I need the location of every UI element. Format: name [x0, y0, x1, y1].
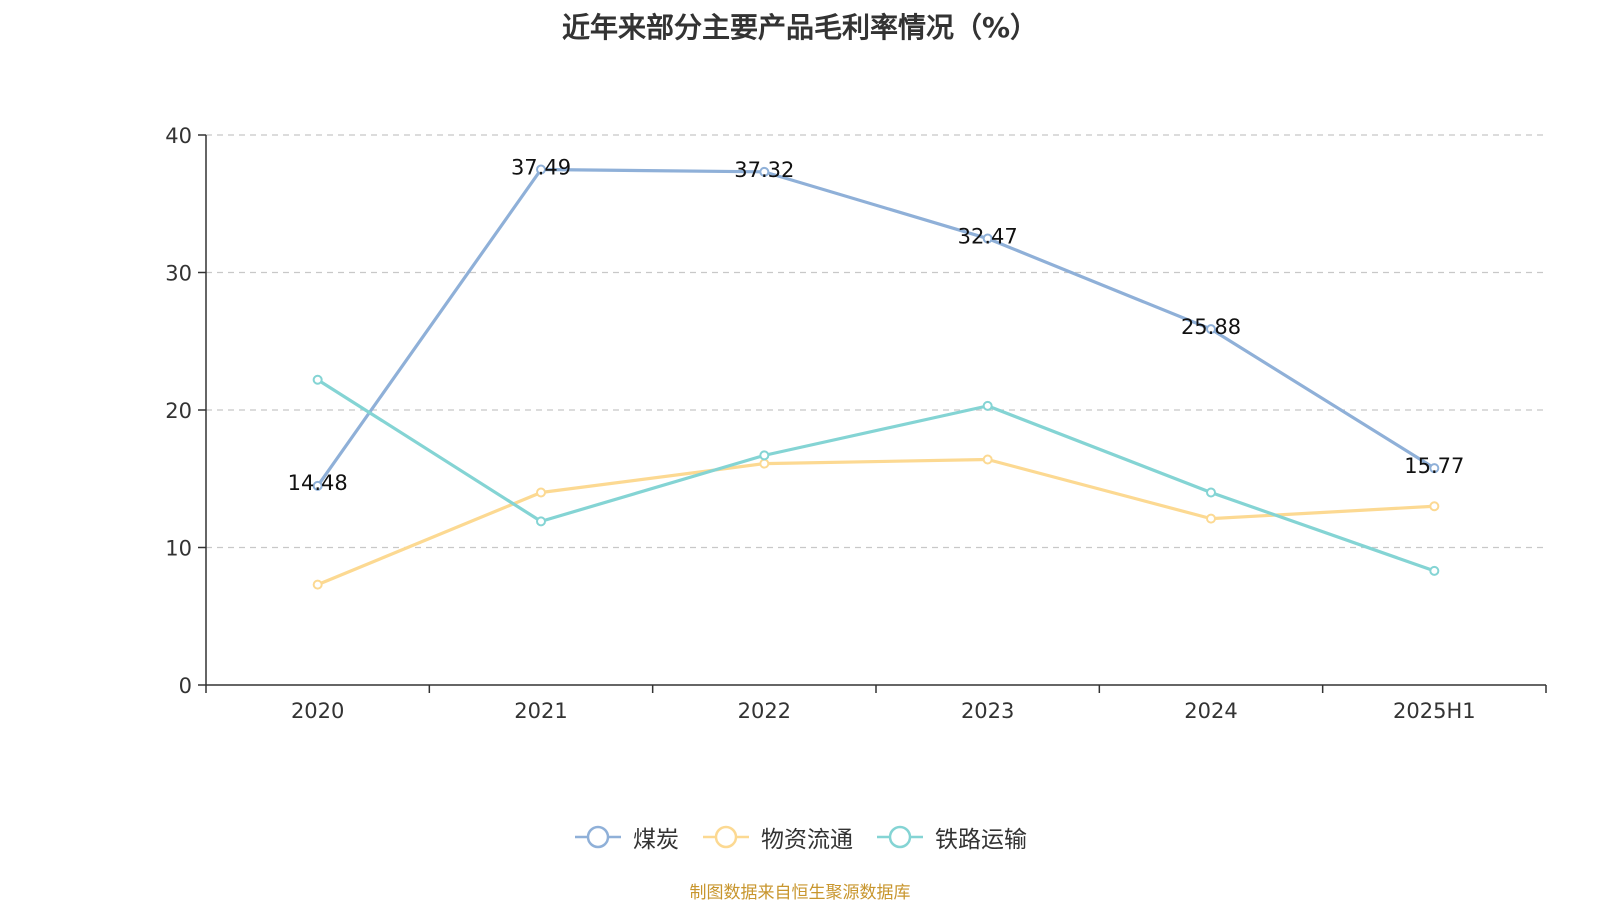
x-tick-label: 2025H1	[1393, 699, 1476, 723]
data-point	[982, 233, 993, 244]
data-point	[312, 579, 323, 590]
data-point	[759, 450, 770, 461]
data-label: 14.48	[288, 471, 348, 495]
legend-label: 铁路运输	[935, 827, 1027, 853]
data-point	[982, 454, 993, 465]
data-point	[759, 458, 770, 469]
legend-item-3[interactable]: 铁路运输	[875, 820, 1027, 854]
chart-title: 近年来部分主要产品毛利率情况（%）	[561, 11, 1039, 44]
data-point	[1429, 463, 1440, 474]
y-tick-label: 30	[165, 262, 192, 286]
chart-legend: 煤炭 物资流通 铁路运输	[0, 820, 1600, 854]
y-tick-label: 0	[179, 674, 192, 698]
y-tick-label: 40	[165, 124, 192, 148]
x-tick-label: 2024	[1184, 699, 1237, 723]
legend-line-circle-icon	[575, 825, 621, 849]
data-point	[982, 400, 993, 411]
series-line-2	[316, 457, 1436, 587]
series-line-3	[316, 378, 1436, 573]
x-tick-label: 2021	[514, 699, 567, 723]
data-point	[536, 164, 546, 175]
source-note: 制图数据来自恒生聚源数据库	[689, 883, 911, 903]
legend-label: 煤炭	[633, 827, 679, 853]
series-lines	[312, 164, 1440, 590]
x-tick-label: 2023	[961, 699, 1014, 723]
data-point	[759, 166, 770, 177]
data-point	[1429, 501, 1440, 512]
data-point	[1206, 324, 1216, 335]
y-tick-label: 10	[165, 537, 192, 561]
legend-item-2[interactable]: 物资流通	[701, 820, 853, 854]
axes: 0 10 20 30 40 2020 2021 2022 2023 2024 2025H1	[165, 124, 1547, 723]
data-point	[536, 487, 546, 498]
data-point	[312, 480, 323, 491]
legend-item-1[interactable]: 煤炭	[573, 820, 679, 854]
data-label: 32.47	[958, 225, 1018, 249]
line-chart: 0 10 20 30 40 2020 2021 2022 2023 2024 2025H1 14.4…	[165, 124, 1547, 723]
data-point	[1429, 565, 1440, 576]
data-point	[1206, 487, 1216, 498]
data-point	[1206, 513, 1216, 524]
data-point	[536, 516, 546, 527]
legend-line-circle-icon	[703, 825, 749, 849]
y-tick-label: 20	[165, 399, 192, 423]
x-tick-label: 2020	[291, 699, 344, 723]
data-label: 37.32	[734, 158, 794, 182]
legend-line-circle-icon	[877, 825, 923, 849]
x-tick-label: 2022	[738, 699, 791, 723]
data-label: 37.49	[511, 156, 571, 180]
legend-label: 物资流通	[761, 827, 853, 853]
grid-lines	[206, 134, 1546, 549]
data-label: 15.77	[1404, 454, 1464, 478]
data-labels: 14.48 37.49 37.32 32.47 25.88 15.77	[288, 156, 1465, 495]
data-label: 25.88	[1181, 315, 1241, 339]
series-line-1	[316, 167, 1436, 488]
data-point	[312, 374, 323, 385]
